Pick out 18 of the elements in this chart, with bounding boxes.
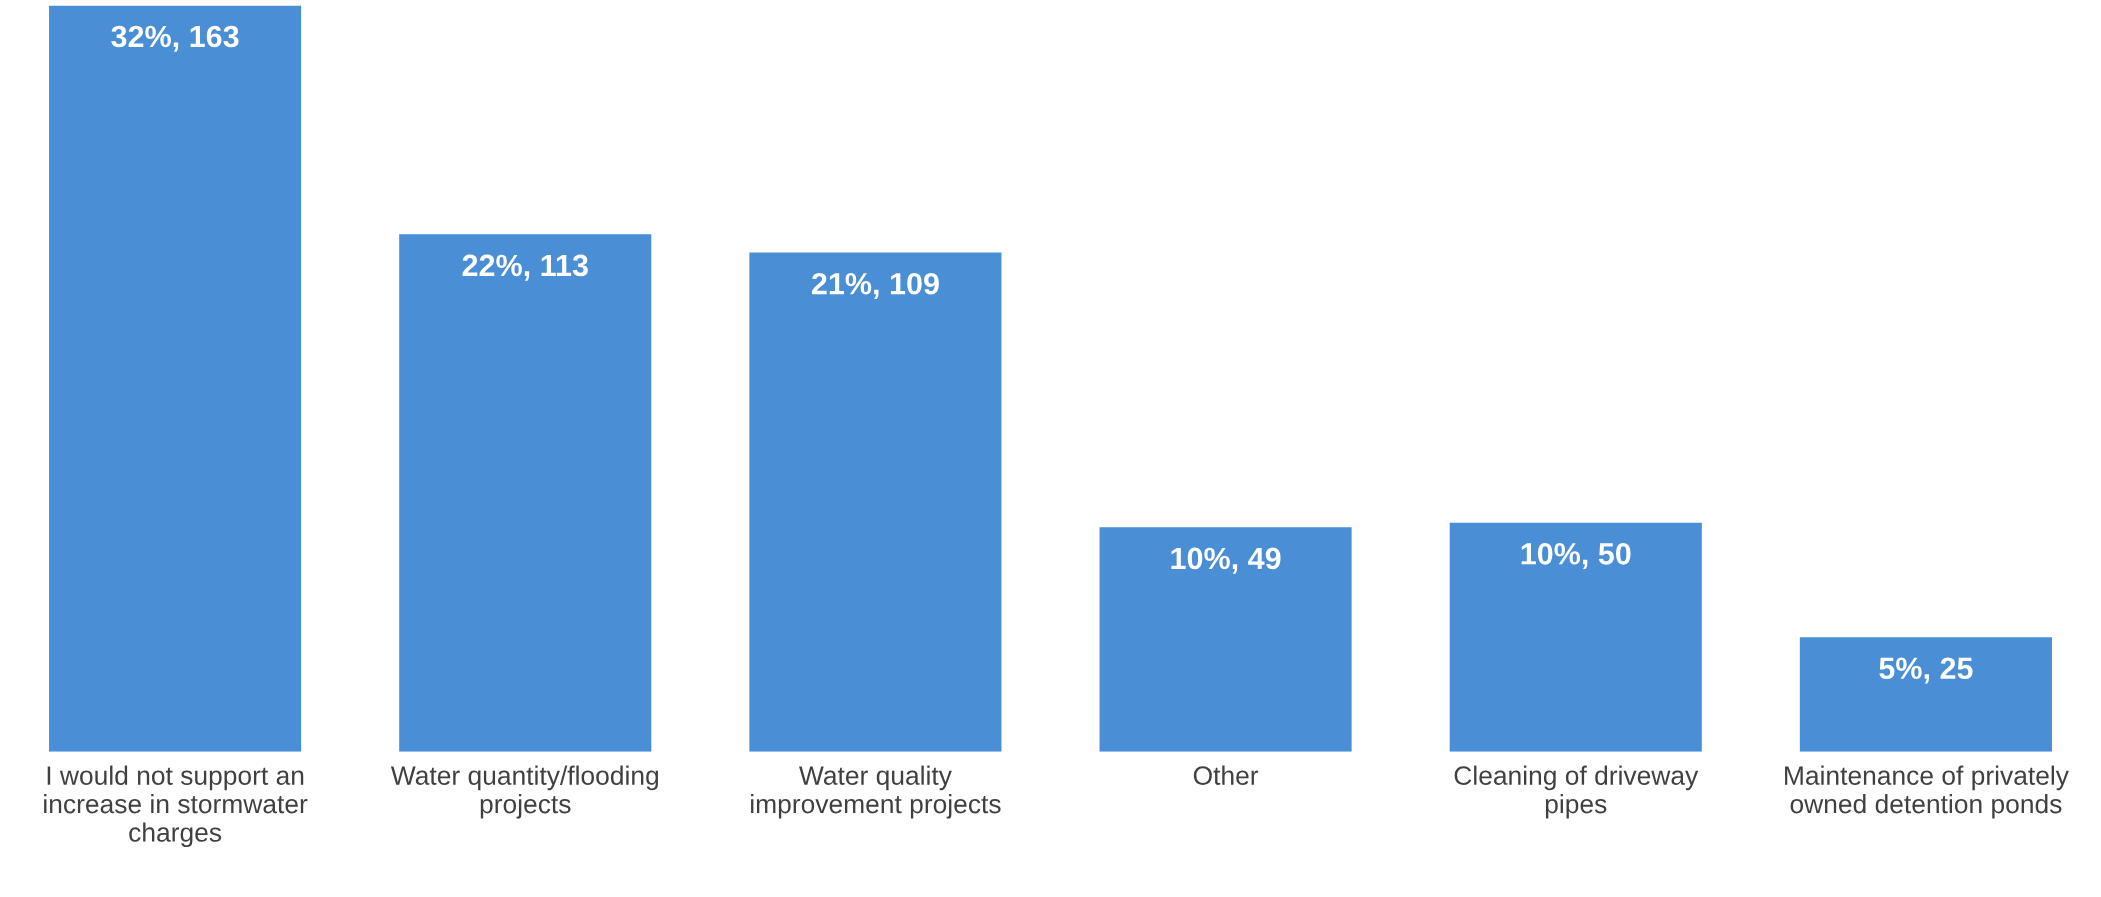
data-label: 21%, 109 [811,272,939,299]
data-label: 5%, 25 [1879,657,1973,684]
x-tick-label: Maintenance of privately owned detention ponds [1785,765,2069,819]
x-tick-label: I would not support an increase in stormwater charges [44,765,308,848]
bar [1449,522,1702,752]
bar [1799,637,2052,752]
data-label: 32%, 163 [111,25,239,52]
x-tick-label: Cleaning of driveway pipes [1454,765,1699,819]
data-label: 10%, 50 [1521,543,1631,570]
x-tick-label: Water quantity/flooding projects [390,765,659,819]
bar [1099,527,1352,752]
bar [49,5,302,752]
data-label: 22%, 113 [462,254,588,281]
x-tick-label: Water quality improvement projects [751,765,1001,819]
bar [749,252,1002,752]
data-label: 10%, 49 [1171,547,1281,574]
bar [399,234,652,752]
x-tick-label: Other [1193,765,1259,785]
